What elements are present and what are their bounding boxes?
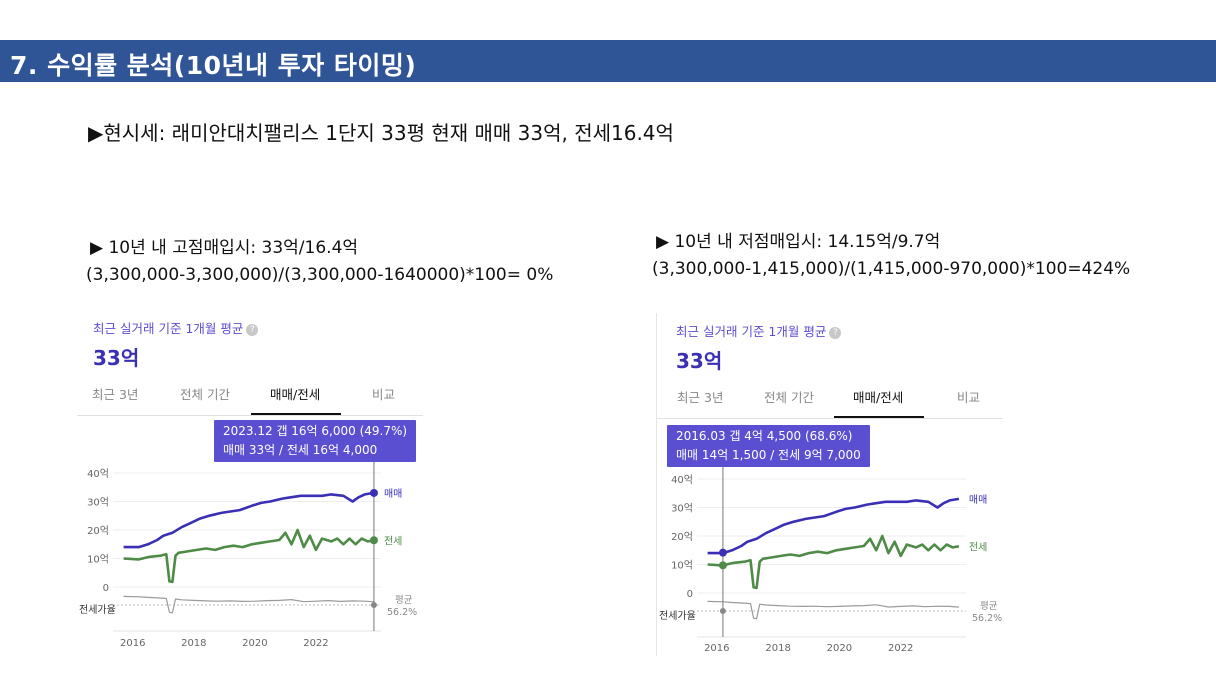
y-tick-label: 0 — [103, 583, 109, 594]
tab-compare[interactable]: 비교 — [957, 390, 981, 405]
x-tick-label: 2020 — [827, 643, 852, 654]
tab-all-period[interactable]: 전체 기간 — [764, 390, 814, 405]
chart-tabs: 최근 3년 전체 기간 매매/전세 비교 — [657, 385, 1003, 419]
slide-title: 7. 수익률 분석(10년내 투자 타이밍) — [10, 51, 417, 80]
tooltip-price-line: 매매 33억 / 전세 16억 4,000 — [223, 443, 378, 457]
ratio-series-line — [707, 600, 959, 620]
tab-recent-3y[interactable]: 최근 3년 — [92, 387, 139, 402]
y-tick-label: 40억 — [87, 468, 109, 480]
active-tab-indicator — [834, 416, 924, 418]
x-tick-label: 2018 — [181, 638, 206, 649]
chart-tooltip: 2016.03 갭 4억 4,500 (68.6%) 매매 14억 1,500 … — [667, 425, 870, 467]
sale-series-label: 매매 — [969, 494, 987, 506]
y-tick-label: 30억 — [671, 503, 693, 515]
current-price: 33억 — [93, 346, 140, 370]
chart-tooltip: 2023.12 갭 16억 6,000 (49.7%) 매매 33억 / 전세 … — [214, 420, 417, 462]
help-icon[interactable]: ? — [829, 327, 842, 339]
sale-series-label: 매매 — [384, 488, 402, 500]
ratio-series-line — [123, 595, 374, 614]
x-tick-label: 2022 — [303, 638, 328, 649]
low-point-formula: (3,300,000-1,415,000)/(1,415,000-970,000… — [652, 259, 1131, 279]
ratio-avg-label: 평균 — [980, 601, 998, 612]
ratio-marker — [370, 602, 377, 608]
current-price: 33억 — [676, 349, 723, 373]
high-point-heading: ▶ 10년 내 고점매입시: 33억/16.4억 — [90, 238, 359, 258]
y-tick-label: 10억 — [671, 560, 693, 572]
caption-text: 최근 실거래 기준 1개월 평균 — [676, 324, 827, 339]
ratio-axis-label: 전세가율 — [79, 604, 116, 616]
tooltip-gap-line: 2016.03 갭 4억 4,500 (68.6%) — [676, 429, 853, 443]
caption-text: 최근 실거래 기준 1개월 평균 — [93, 321, 244, 336]
sale-series-line — [123, 491, 375, 549]
low-point-heading: ▶ 10년 내 저점매입시: 14.15억/9.7억 — [656, 232, 941, 252]
lease-series-label: 전세 — [969, 541, 987, 553]
ratio-axis-label: 전세가율 — [659, 610, 696, 622]
lease-series-label: 전세 — [384, 535, 402, 547]
y-tick-label: 10억 — [87, 554, 109, 566]
panel-caption: 최근 실거래 기준 1개월 평균? — [93, 318, 259, 337]
x-tick-label: 2018 — [765, 643, 790, 654]
lease-marker — [718, 561, 727, 570]
tab-all-period[interactable]: 전체 기간 — [180, 387, 230, 402]
y-tick-label: 20억 — [671, 531, 693, 543]
x-tick-label: 2022 — [888, 643, 913, 654]
sale-series-line — [707, 497, 960, 555]
high-point-calculation: ▶ 10년 내 고점매입시: 33억/16.4억 (3,300,000-3,30… — [86, 235, 553, 289]
y-tick-label: 30억 — [87, 497, 109, 509]
tooltip-price-line: 매매 14억 1,500 / 전세 9억 7,000 — [676, 448, 861, 462]
tab-recent-3y[interactable]: 최근 3년 — [677, 390, 724, 405]
price-chart-panel-high: 최근 실거래 기준 1개월 평균? 33억 최근 3년 전체 기간 매매/전세 … — [77, 310, 423, 656]
y-tick-label: 0 — [687, 589, 693, 600]
lease-series-line — [707, 534, 960, 590]
tab-sale-lease[interactable]: 매매/전세 — [853, 390, 904, 405]
price-chart-panel-low: 최근 실거래 기준 1개월 평균? 33억 최근 3년 전체 기간 매매/전세 … — [656, 313, 1003, 656]
x-tick-label: 2016 — [120, 638, 145, 649]
chart-tabs: 최근 3년 전체 기간 매매/전세 비교 — [77, 382, 423, 416]
ratio-avg-label: 평균 — [395, 595, 413, 606]
slide-title-bar: 7. 수익률 분석(10년내 투자 타이밍) — [0, 40, 1216, 82]
sale-marker — [718, 548, 727, 557]
ratio-avg-value: 56.2% — [972, 613, 1002, 624]
x-tick-label: 2020 — [242, 638, 267, 649]
current-price-summary: ▶현시세: 래미안대치팰리스 1단지 33평 현재 매매 33억, 전세16.4… — [88, 121, 674, 145]
ratio-marker — [719, 608, 726, 614]
active-tab-indicator — [251, 413, 341, 415]
low-point-calculation: ▶ 10년 내 저점매입시: 14.15억/9.7억 (3,300,000-1,… — [652, 229, 1130, 283]
sale-marker — [369, 488, 378, 497]
lease-marker — [369, 536, 378, 545]
help-icon[interactable]: ? — [246, 324, 259, 336]
tab-compare[interactable]: 비교 — [372, 387, 396, 402]
tab-sale-lease[interactable]: 매매/전세 — [270, 387, 321, 402]
y-tick-label: 20억 — [87, 525, 109, 537]
ratio-avg-value: 56.2% — [387, 607, 417, 618]
lease-series-line — [123, 528, 375, 584]
tooltip-gap-line: 2023.12 갭 16억 6,000 (49.7%) — [223, 424, 408, 438]
x-tick-label: 2016 — [704, 643, 729, 654]
high-point-formula: (3,300,000-3,300,000)/(3,300,000-1640000… — [86, 265, 554, 285]
y-tick-label: 40억 — [671, 474, 693, 486]
panel-caption: 최근 실거래 기준 1개월 평균? — [676, 321, 842, 340]
